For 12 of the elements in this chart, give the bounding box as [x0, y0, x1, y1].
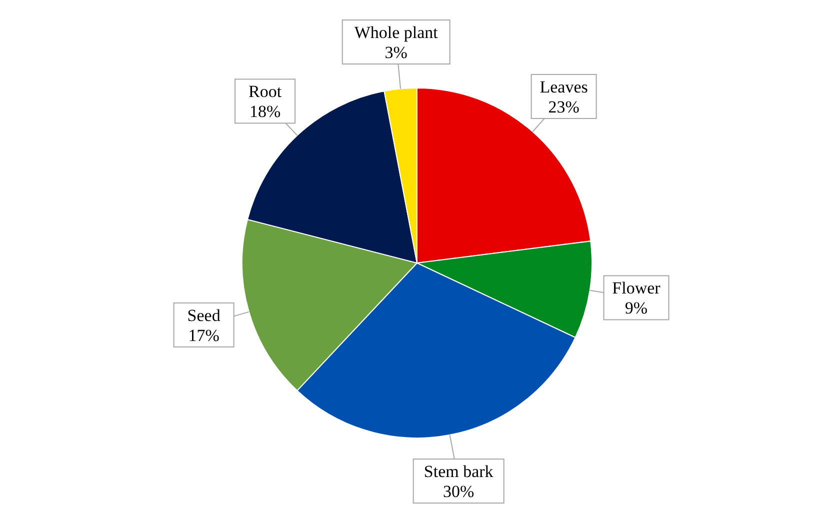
slice-label: Whole plant [354, 22, 438, 42]
slice-label: Flower [612, 278, 661, 298]
data-label: 23% [548, 97, 580, 116]
data-label: 3% [384, 42, 408, 62]
data-label: 30% [443, 482, 474, 502]
data-label: 9% [624, 298, 648, 318]
slice-label: Seed [187, 306, 221, 325]
slice-label: Root [248, 82, 282, 102]
slice-label: Leaves [540, 77, 588, 96]
slice-label: Stem bark [424, 462, 494, 482]
data-label: 18% [249, 102, 281, 122]
data-label: 17% [188, 326, 220, 345]
